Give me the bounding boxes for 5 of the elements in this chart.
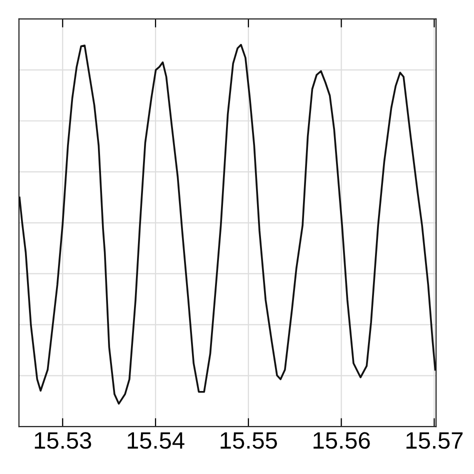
x-tick-label: 15.53 xyxy=(34,432,92,449)
x-tick-label: 15.57 xyxy=(406,432,463,449)
x-tick-label: 15.54 xyxy=(128,432,184,449)
x-tick-label: 15.55 xyxy=(220,432,277,449)
x-tick-label: 15.56 xyxy=(314,432,370,449)
